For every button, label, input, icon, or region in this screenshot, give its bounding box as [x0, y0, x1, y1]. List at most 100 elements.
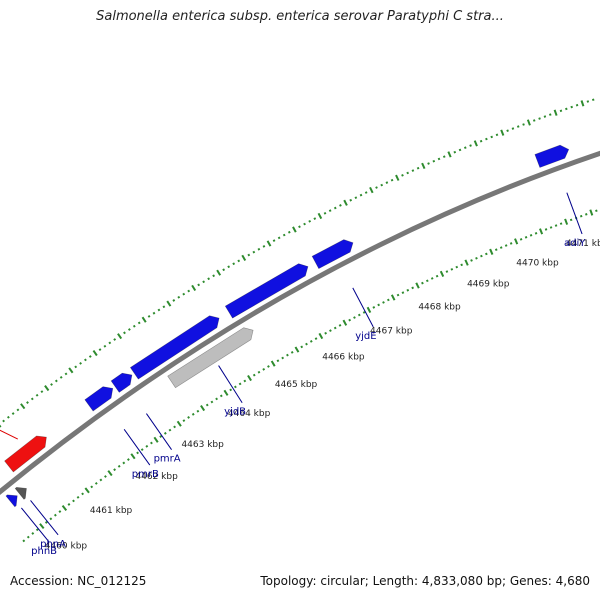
inner-tick — [163, 431, 167, 435]
outer-tick — [26, 401, 29, 404]
outer-tick — [103, 344, 107, 348]
outer-tick — [317, 212, 323, 220]
outer-tick — [506, 129, 509, 132]
outer-tick — [565, 107, 568, 111]
inner-tick — [153, 436, 159, 443]
gene-pmrA[interactable] — [110, 372, 133, 393]
inner-tick — [58, 510, 62, 513]
gene-yjdE[interactable] — [311, 239, 354, 270]
gene-ctg1[interactable] — [129, 315, 220, 380]
outer-tick — [137, 321, 141, 325]
gene-yjdB[interactable] — [167, 327, 254, 389]
inner-tick — [39, 523, 45, 530]
gene-label-yjdB: yjdB — [224, 407, 246, 418]
inner-tick — [61, 505, 68, 511]
gene-ctg2[interactable] — [224, 263, 309, 319]
outer-tick — [266, 240, 272, 247]
gene-track — [4, 144, 570, 508]
inner-tick — [564, 218, 569, 225]
gene-pmrB[interactable] — [84, 386, 114, 412]
outer-tick — [453, 150, 457, 154]
gene-label-line — [146, 413, 172, 450]
outer-tick — [437, 157, 441, 161]
outer-tick — [292, 226, 297, 233]
inner-tick — [67, 503, 71, 506]
inner-tick — [329, 329, 332, 332]
inner-tick — [309, 339, 313, 343]
inner-tick — [333, 326, 337, 330]
outer-tick — [495, 133, 499, 137]
inner-tick — [267, 365, 270, 368]
outer-tick — [172, 299, 176, 302]
outer-tick — [339, 204, 342, 207]
outer-tick — [401, 174, 404, 177]
inner-tick — [485, 252, 488, 256]
outer-tick — [298, 225, 301, 229]
inner-tick — [366, 306, 372, 314]
inner-tick — [122, 461, 126, 465]
outer-tick — [359, 193, 363, 197]
inner-tick — [176, 420, 182, 427]
outer-tick — [432, 159, 436, 163]
kbp-tick-label: 4460 kbp — [45, 542, 88, 552]
gene-phnA[interactable] — [14, 487, 27, 500]
inner-tick — [35, 528, 39, 532]
outer-tick — [575, 103, 579, 107]
outer-tick — [277, 236, 281, 240]
outer-tick — [458, 148, 462, 152]
outer-tick — [117, 333, 123, 340]
inner-tick — [243, 379, 247, 383]
inner-tick — [382, 301, 385, 304]
inner-tick — [22, 539, 26, 543]
gene-label-line — [123, 429, 151, 466]
outer-tick — [354, 196, 358, 200]
inner-tick — [439, 270, 445, 278]
gene-adiY[interactable] — [534, 144, 570, 168]
inner-tick — [90, 485, 94, 489]
inner-tick — [435, 274, 439, 278]
inner-tick — [196, 409, 200, 413]
inner-tick — [210, 400, 214, 404]
outer-tick — [88, 355, 92, 358]
inner-tick — [294, 346, 300, 353]
outer-tick — [548, 113, 552, 116]
outer-tick — [30, 397, 34, 401]
outer-tick — [538, 117, 541, 120]
inner-tick — [290, 350, 294, 354]
inner-tick — [353, 316, 356, 319]
outer-tick — [490, 135, 493, 139]
gene-label-pmrB: pmrB — [132, 469, 159, 480]
outer-tick — [262, 244, 266, 248]
gene-phnB[interactable] — [5, 494, 18, 508]
gene-proP[interactable] — [4, 435, 47, 473]
gene-label-yjdE: yjdE — [355, 331, 376, 342]
inner-tick — [94, 481, 98, 485]
outer-tick — [421, 162, 426, 170]
outer-tick — [54, 379, 58, 383]
outer-tick — [380, 183, 384, 187]
outer-tick — [500, 129, 505, 136]
outer-tick — [257, 247, 261, 251]
outer-tick — [559, 109, 563, 113]
outer-tick — [191, 284, 197, 292]
outer-tick — [591, 98, 595, 101]
inner-tick — [455, 265, 459, 269]
outer-tick — [369, 186, 374, 194]
outer-tick — [553, 109, 558, 116]
outer-tick — [147, 315, 151, 318]
kbp-tick-label: 4462 kbp — [135, 472, 178, 482]
inner-tick — [396, 293, 400, 297]
inner-tick — [113, 468, 117, 472]
kbp-tick-label: 4463 kbp — [181, 440, 224, 450]
outer-tick — [0, 424, 2, 428]
outer-tick — [247, 253, 251, 257]
outer-tick — [303, 222, 306, 226]
inner-tick — [234, 385, 237, 389]
gene-label-phnA: phnA — [40, 539, 66, 550]
outer-tick — [570, 105, 573, 109]
outer-tick — [543, 115, 547, 118]
inner-tick — [262, 367, 266, 371]
inner-tick — [117, 464, 121, 468]
outer-tick — [123, 331, 126, 335]
inner-tick — [480, 254, 483, 258]
